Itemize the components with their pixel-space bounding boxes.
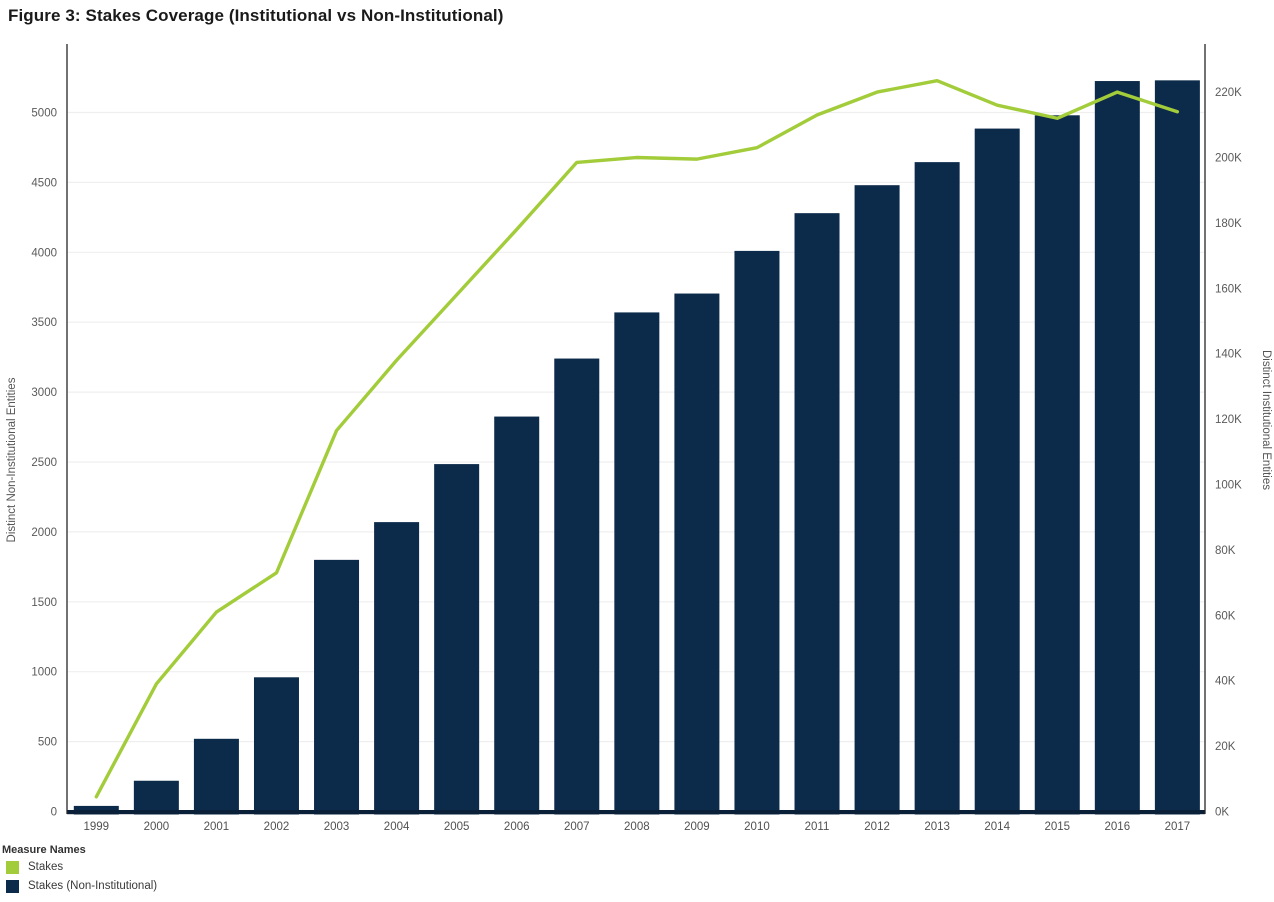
left-tick-label: 500 (38, 737, 57, 749)
bar-2017[interactable] (1154, 80, 1200, 815)
legend-title: Measure Names (2, 844, 86, 856)
right-tick-label: 120K (1215, 414, 1242, 426)
bar-2015[interactable] (1034, 115, 1080, 815)
x-tick-label-2001: 2001 (204, 821, 230, 833)
bar-2003[interactable] (314, 559, 360, 815)
x-tick-label-2012: 2012 (864, 821, 890, 833)
legend-item-1[interactable]: Stakes (Non-Institutional) (6, 879, 157, 893)
bar-2002[interactable] (253, 677, 299, 815)
x-tick-label-2016: 2016 (1105, 821, 1131, 833)
left-tick-label: 4000 (31, 247, 57, 259)
right-tick-label: 20K (1215, 741, 1236, 753)
bar-2004[interactable] (374, 522, 420, 815)
x-tick-label-2011: 2011 (805, 821, 830, 833)
right-tick-label: 140K (1215, 349, 1242, 361)
x-tick-label-2017: 2017 (1165, 821, 1191, 833)
left-tick-label: 3000 (31, 387, 57, 399)
bar-2001[interactable] (193, 738, 239, 815)
bar-2013[interactable] (914, 162, 960, 815)
bar-2000[interactable] (133, 780, 179, 815)
left-tick-label: 1000 (31, 667, 57, 679)
right-tick-label: 80K (1215, 545, 1236, 557)
x-tick-label-2014: 2014 (984, 821, 1010, 833)
legend: Measure Names Stakes Stakes (Non-Institut… (2, 844, 157, 898)
bar-2007[interactable] (554, 358, 600, 815)
x-tick-label-2005: 2005 (444, 821, 470, 833)
right-tick-label: 100K (1215, 480, 1242, 492)
x-tick-label-2015: 2015 (1044, 821, 1070, 833)
right-tick-label: 60K (1215, 610, 1236, 622)
x-tick-label-2006: 2006 (504, 821, 530, 833)
bar-2010[interactable] (734, 250, 780, 815)
x-tick-label-2009: 2009 (684, 821, 710, 833)
right-tick-label: 180K (1215, 218, 1242, 230)
left-tick-label: 3500 (31, 317, 57, 329)
legend-swatch-icon (6, 860, 19, 874)
left-tick-label: 4500 (31, 177, 57, 189)
x-tick-label-2010: 2010 (744, 821, 770, 833)
left-tick-label: 2500 (31, 457, 57, 469)
legend-items: Stakes Stakes (Non-Institutional) (2, 860, 157, 893)
x-tick-label-1999: 1999 (84, 821, 110, 833)
right-tick-label: 160K (1215, 283, 1242, 295)
x-tick-label-2013: 2013 (924, 821, 950, 833)
combo-chart-canvas[interactable]: 0 500 1000 1500 2000 2500 3000 3500 4000 4500 5000… (0, 0, 1274, 842)
x-axis-domain-line (67, 810, 1205, 815)
stakes-line[interactable] (94, 78, 1180, 799)
left-tick-label: 1500 (31, 597, 57, 609)
legend-item-label: Stakes (Non-Institutional) (28, 880, 158, 892)
right-tick-label: 220K (1215, 87, 1242, 99)
x-tick-label-2002: 2002 (264, 821, 290, 833)
left-tick-label: 0 (51, 807, 57, 819)
x-tick-label-2008: 2008 (624, 821, 650, 833)
right-axis-title: Distinct Institutional Entities (1260, 350, 1272, 490)
right-tick-label: 40K (1215, 676, 1236, 688)
x-tick-label-2003: 2003 (324, 821, 350, 833)
right-tick-label: 0K (1215, 807, 1229, 819)
left-tick-label: 2000 (31, 527, 57, 539)
bar-2008[interactable] (614, 312, 660, 815)
legend-item-label: Stakes (28, 861, 64, 873)
x-tick-label-2000: 2000 (144, 821, 170, 833)
bar-2014[interactable] (974, 128, 1020, 815)
left-tick-label: 5000 (31, 108, 57, 120)
x-tick-label-2004: 2004 (384, 821, 410, 833)
legend-swatch-icon (6, 879, 19, 893)
left-axis-title: Distinct Non-Institutional Entities (6, 377, 18, 542)
bar-2005[interactable] (434, 464, 480, 815)
bar-2009[interactable] (674, 293, 720, 815)
chart-title: Figure 3: Stakes Coverage (Institutional… (8, 6, 504, 25)
bar-2012[interactable] (854, 185, 900, 815)
legend-item-0[interactable]: Stakes (6, 860, 157, 874)
bar-2006[interactable] (494, 416, 540, 815)
bar-2016[interactable] (1094, 81, 1140, 815)
x-tick-label-2007: 2007 (564, 821, 590, 833)
right-tick-label: 200K (1215, 153, 1242, 165)
bar-2011[interactable] (794, 213, 840, 815)
